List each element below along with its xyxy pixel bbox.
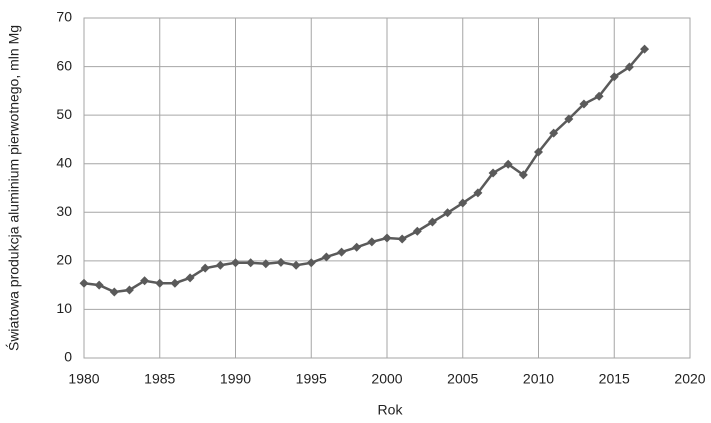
x-tick-label: 1985 (144, 371, 175, 387)
data-point (231, 258, 240, 268)
data-point (79, 278, 89, 288)
data-point (246, 258, 256, 268)
data-point (488, 168, 498, 178)
data-point (549, 128, 559, 138)
x-tick-label: 2020 (674, 371, 705, 387)
data-point (94, 280, 104, 290)
x-axis-title: Rok (378, 402, 404, 418)
y-tick-label: 10 (56, 300, 72, 316)
y-tick-label: 60 (56, 57, 72, 73)
x-tick-label: 2010 (523, 371, 554, 387)
data-point (140, 276, 150, 286)
x-tick-label: 2015 (599, 371, 630, 387)
data-point (276, 257, 286, 267)
data-point (124, 285, 134, 295)
y-tick-label: 50 (56, 106, 72, 122)
data-point (306, 258, 316, 268)
x-tick-label: 2005 (447, 371, 478, 387)
data-point (382, 233, 392, 243)
data-point (155, 278, 165, 288)
data-point (458, 198, 468, 208)
y-tick-label: 30 (56, 203, 72, 219)
data-point (397, 234, 407, 244)
data-point (291, 260, 301, 270)
data-point (473, 188, 483, 198)
plot-frame (83, 17, 691, 359)
data-point (594, 91, 604, 101)
data-point (609, 72, 619, 82)
y-tick-label: 20 (56, 252, 72, 268)
data-point (564, 114, 574, 124)
x-tick-label: 1980 (68, 371, 99, 387)
data-point (185, 273, 195, 283)
data-point (624, 62, 634, 72)
data-point (427, 217, 437, 227)
data-point (367, 237, 377, 247)
data-point (640, 44, 650, 54)
data-point (352, 242, 362, 252)
data-line (83, 48, 646, 294)
data-point (170, 278, 180, 288)
data-point (109, 287, 119, 297)
y-axis-title: Światowa produkcja aluminium pierwotnego… (5, 25, 22, 351)
x-tick-label: 1995 (296, 371, 327, 387)
data-point (200, 263, 210, 273)
data-point (443, 208, 453, 218)
x-tick-label: 2000 (371, 371, 402, 387)
data-point (534, 147, 543, 157)
y-tick-label: 0 (64, 349, 72, 365)
y-tick-label: 70 (56, 9, 72, 25)
data-point (337, 247, 347, 257)
data-point (518, 170, 528, 180)
data-point (412, 226, 422, 236)
data-point (503, 159, 513, 169)
y-tick-label: 40 (56, 154, 72, 170)
data-point (579, 99, 589, 109)
x-tick-label: 1990 (220, 371, 251, 387)
data-point (215, 260, 225, 270)
data-point (261, 259, 271, 269)
data-point (321, 252, 331, 262)
